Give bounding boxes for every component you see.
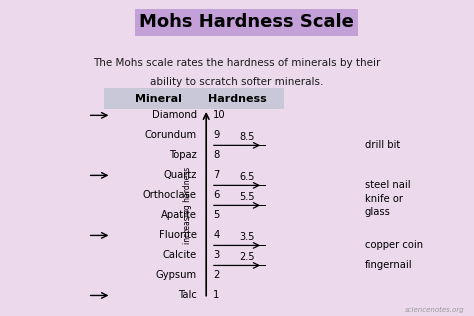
Text: Orthoclase: Orthoclase (143, 191, 197, 200)
Text: 2.5: 2.5 (239, 252, 255, 262)
Text: 7: 7 (213, 170, 219, 180)
Text: Fluorite: Fluorite (159, 230, 197, 240)
Text: 8.5: 8.5 (239, 131, 255, 142)
Text: Talc: Talc (178, 290, 197, 301)
Text: 6.5: 6.5 (239, 172, 255, 182)
Text: 10: 10 (213, 110, 226, 120)
Text: Quartz: Quartz (164, 170, 197, 180)
Text: Diamond: Diamond (152, 110, 197, 120)
Text: 5.5: 5.5 (239, 191, 255, 202)
Text: copper coin: copper coin (365, 240, 423, 250)
Text: 6: 6 (213, 191, 219, 200)
Text: steel nail: steel nail (365, 180, 410, 190)
Text: Gypsum: Gypsum (155, 270, 197, 280)
Text: Apatite: Apatite (161, 210, 197, 220)
Text: Calcite: Calcite (163, 251, 197, 260)
Text: ability to scratch softer minerals.: ability to scratch softer minerals. (150, 77, 324, 87)
Text: sciencenotes.org: sciencenotes.org (405, 307, 465, 313)
Text: knife or
glass: knife or glass (365, 194, 403, 217)
Text: 8: 8 (213, 150, 219, 160)
Text: Mohs Hardness Scale: Mohs Hardness Scale (139, 13, 354, 31)
Text: 2: 2 (213, 270, 219, 280)
Text: 5: 5 (213, 210, 219, 220)
Text: fingernail: fingernail (365, 260, 412, 270)
Text: 3.5: 3.5 (239, 232, 255, 242)
Text: Hardness: Hardness (208, 94, 266, 104)
Text: 9: 9 (213, 131, 219, 140)
Text: 4: 4 (213, 230, 219, 240)
Text: 3: 3 (213, 251, 219, 260)
Text: 1: 1 (213, 290, 219, 301)
Text: Corundum: Corundum (145, 131, 197, 140)
Text: Topaz: Topaz (169, 150, 197, 160)
Text: drill bit: drill bit (365, 140, 400, 150)
FancyBboxPatch shape (104, 88, 284, 109)
Text: The Mohs scale rates the hardness of minerals by their: The Mohs scale rates the hardness of min… (93, 58, 381, 68)
Text: Mineral: Mineral (136, 94, 182, 104)
Text: increasing hardness: increasing hardness (183, 167, 191, 244)
